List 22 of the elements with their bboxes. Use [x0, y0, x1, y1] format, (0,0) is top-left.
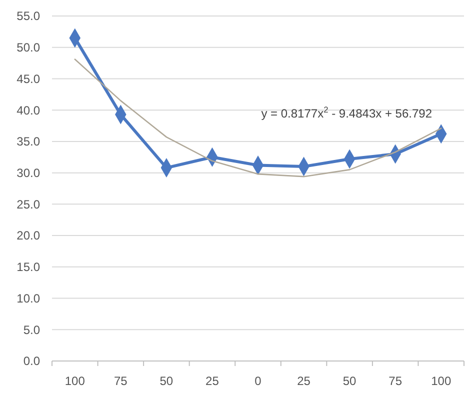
x-tick-label: 50 [160, 374, 174, 388]
x-tick-label: 75 [388, 374, 402, 388]
x-tick-label: 75 [114, 374, 128, 388]
y-tick-label: 40.0 [16, 103, 40, 118]
y-tick-label: 55.0 [16, 9, 40, 24]
x-tick-label: 0 [254, 374, 262, 388]
x-tick-label: 100 [431, 374, 452, 388]
annotation: y = 0.8177x$^{2}$ - 9.4843x + 56.792 [261, 104, 432, 121]
y-tick-label: 25.0 [16, 197, 40, 212]
x-tick-label: 50 [342, 374, 357, 388]
y-tick-label: 10.0 [16, 291, 40, 306]
y-tick-label: 5.0 [23, 322, 40, 337]
y-tick-label: 35.0 [16, 134, 40, 149]
y-tick-label: 30.0 [16, 166, 40, 180]
y-tick-label: 20.0 [16, 228, 40, 243]
y-tick-label: 50.0 [16, 40, 40, 55]
y-tick-label: 0.0 [23, 354, 40, 368]
y-tick-label: 15.0 [16, 260, 40, 274]
x-tick-label: 25 [206, 374, 220, 388]
x-tick-label: 100 [64, 374, 86, 388]
y-tick-label: 45.0 [16, 72, 40, 86]
x-tick-label: 25 [297, 374, 311, 388]
